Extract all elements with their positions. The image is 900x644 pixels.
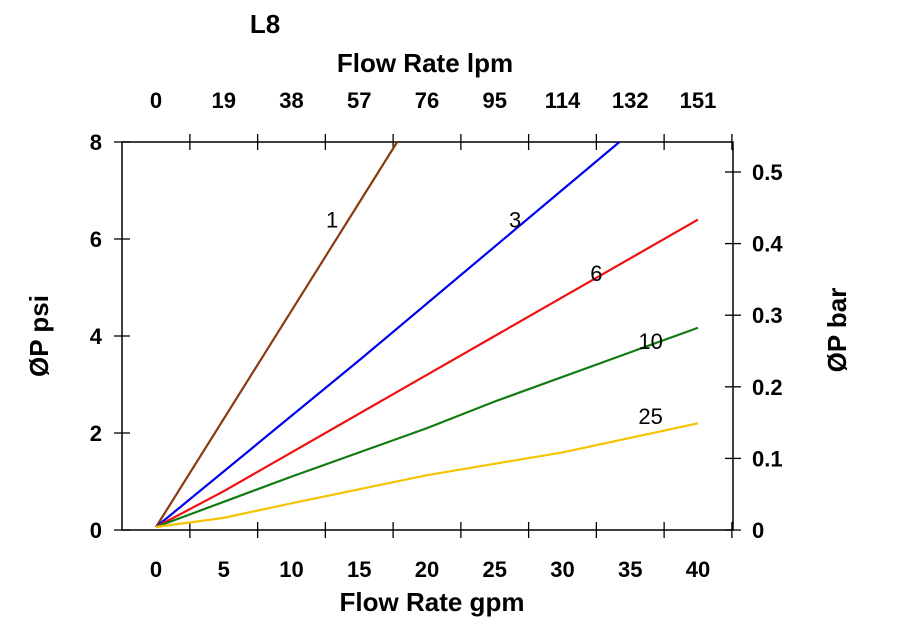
- x-top-tick-label: 19: [212, 88, 236, 113]
- y-tick-label: 6: [90, 227, 102, 252]
- x-top-tick-label: 57: [347, 88, 371, 113]
- y-tick-label: 8: [90, 130, 102, 155]
- y-tick-label: 2: [90, 421, 102, 446]
- y-right-tick-label: 0.1: [752, 446, 783, 471]
- series-label-25: 25: [638, 404, 662, 429]
- y-axis-title: ØP psi: [24, 295, 54, 377]
- y-tick-label: 0: [90, 518, 102, 543]
- x-top-tick-label: 95: [483, 88, 507, 113]
- series-line-1: [155, 141, 399, 528]
- x-tick-label: 35: [618, 557, 642, 582]
- x-top-tick-label: 132: [612, 88, 649, 113]
- x-tick-label: 25: [483, 557, 507, 582]
- y-right-tick-label: 0.3: [752, 303, 783, 328]
- x-tick-label: 30: [550, 557, 574, 582]
- x-tick-label: 10: [279, 557, 303, 582]
- series-line-6: [155, 218, 699, 528]
- chart-title: L8: [250, 9, 280, 39]
- x-tick-label: 5: [218, 557, 230, 582]
- series-label-3: 3: [509, 208, 521, 233]
- x-top-tick-label: 151: [680, 88, 717, 113]
- y-right-tick-label: 0.4: [752, 232, 783, 257]
- x-top-axis-title: Flow Rate lpm: [337, 48, 513, 78]
- y-right-tick-label: 0.2: [752, 375, 783, 400]
- series-line-10: [155, 326, 699, 529]
- x-tick-label: 20: [415, 557, 439, 582]
- y-right-tick-label: 0.5: [752, 160, 783, 185]
- series-line-25: [155, 422, 699, 529]
- x-axis-title: Flow Rate gpm: [340, 587, 525, 617]
- x-top-tick-label: 114: [545, 88, 581, 113]
- series-label-6: 6: [590, 261, 602, 286]
- x-tick-label: 0: [150, 557, 162, 582]
- series-label-10: 10: [638, 329, 662, 354]
- y-right-tick-label: 0: [752, 518, 764, 543]
- x-top-tick-label: 76: [415, 88, 439, 113]
- x-top-tick-label: 0: [150, 88, 162, 113]
- y-tick-label: 4: [90, 324, 103, 349]
- x-top-tick-label: 38: [279, 88, 303, 113]
- series-label-1: 1: [326, 208, 338, 233]
- y-right-axis-title: ØP bar: [822, 288, 852, 373]
- x-tick-label: 15: [347, 557, 371, 582]
- series-line-3: [155, 141, 621, 528]
- x-tick-label: 40: [686, 557, 710, 582]
